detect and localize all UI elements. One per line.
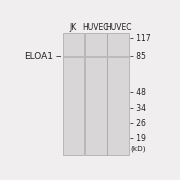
Bar — [63, 56, 84, 58]
Text: --: -- — [55, 52, 62, 61]
Text: – 19: – 19 — [130, 134, 146, 143]
Text: – 85: – 85 — [130, 52, 146, 61]
Text: – 34: – 34 — [130, 104, 146, 113]
Bar — [63, 33, 84, 155]
Bar — [107, 33, 129, 155]
Text: (kD): (kD) — [130, 146, 146, 152]
Text: ELOA1: ELOA1 — [24, 52, 53, 61]
Text: – 48: – 48 — [130, 88, 146, 97]
Bar — [107, 56, 129, 58]
Text: HUVEC: HUVEC — [82, 23, 109, 32]
Text: HUVEC: HUVEC — [105, 23, 131, 32]
Text: – 117: – 117 — [130, 34, 151, 43]
Text: – 26: – 26 — [130, 119, 146, 128]
Text: JK: JK — [70, 23, 77, 32]
Bar — [85, 56, 107, 58]
Bar — [85, 33, 107, 155]
